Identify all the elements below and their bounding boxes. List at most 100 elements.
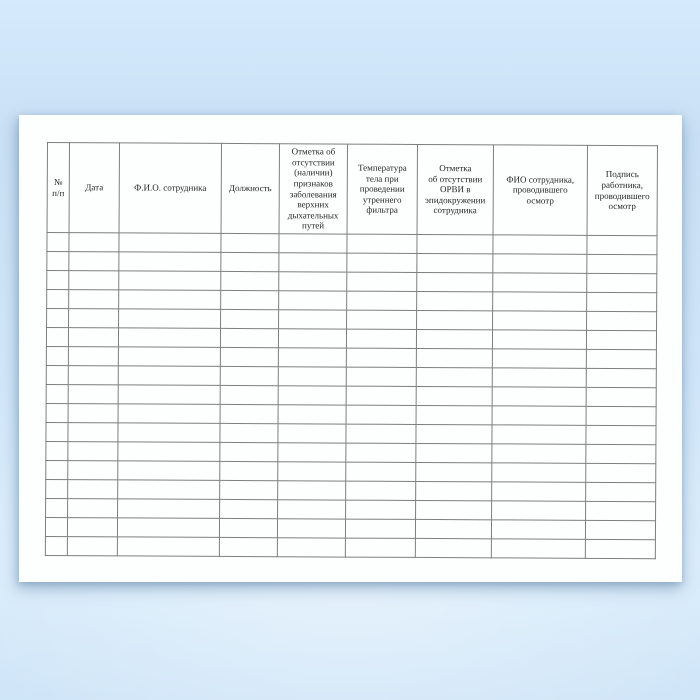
table-cell-empty (416, 329, 493, 349)
table-cell-empty (416, 310, 493, 330)
table-cell-empty (491, 424, 587, 445)
table-cell-empty (346, 367, 417, 387)
table-cell-empty (492, 329, 587, 350)
table-cell-empty (277, 461, 346, 482)
table-cell-empty (68, 251, 119, 271)
table-cell-empty (46, 327, 69, 347)
table-cell-empty (415, 424, 493, 444)
table-cell-empty (68, 327, 119, 347)
table-cell-empty (278, 347, 347, 368)
table-cell-empty (416, 291, 493, 311)
table-cell-empty (585, 539, 656, 559)
table-cell-empty (278, 328, 347, 349)
table-cell-empty (586, 235, 658, 255)
table-cell-empty (219, 423, 279, 443)
table-cell-empty (416, 234, 494, 254)
table-cell-empty (345, 519, 416, 539)
table-cell-empty (492, 367, 587, 388)
table-cell-empty (219, 480, 278, 500)
table-cell-empty (117, 460, 220, 481)
table-cell-empty (415, 538, 492, 558)
table-cell-empty (118, 289, 221, 310)
table-cell-empty (345, 462, 416, 482)
table-cell-empty (278, 309, 347, 330)
table-cell-empty (491, 519, 586, 540)
table-cell-empty (585, 482, 656, 502)
table-cell-empty (68, 403, 119, 423)
table-cell-empty (492, 291, 587, 312)
table-cell-empty (491, 500, 586, 521)
table-cell-empty (345, 481, 416, 501)
table-cell-empty (492, 348, 587, 369)
table-cell-empty (67, 517, 118, 537)
table-cell-empty (117, 479, 220, 500)
scanned-table-area: № п/п Дата Ф.И.О. сотрудника Должность Отмет… (45, 142, 658, 559)
table-cell-empty (219, 518, 278, 538)
table-header-row: № п/п Дата Ф.И.О. сотрудника Должность Отмет… (47, 142, 658, 236)
table-cell-empty (220, 271, 279, 291)
table-cell-empty (45, 422, 69, 442)
table-cell-empty (46, 232, 70, 252)
table-cell-empty (416, 386, 493, 406)
table-cell-empty (46, 289, 69, 309)
table-body (45, 232, 658, 559)
table-cell-empty (46, 308, 69, 328)
table-cell-empty (585, 463, 656, 483)
table-cell-empty (346, 329, 417, 349)
table-cell-empty (45, 498, 68, 518)
column-header-respiratory-signs-mark: Отметка об отсутствии (наличии) признако… (279, 143, 348, 235)
table-cell-empty (346, 253, 417, 273)
table-cell-empty (491, 462, 586, 483)
column-header-position: Должность (221, 143, 280, 234)
table-cell-empty (278, 404, 347, 425)
table-cell-empty (45, 536, 68, 556)
table-cell-empty (345, 424, 417, 444)
table-cell-empty (118, 403, 221, 424)
table-cell-empty (67, 441, 118, 461)
table-cell-empty (415, 500, 492, 520)
table-cell-empty (346, 310, 417, 330)
table-cell-empty (117, 441, 220, 462)
table-cell-empty (46, 384, 69, 404)
table-cell-empty (278, 366, 347, 387)
table-cell-empty (277, 442, 346, 463)
table-cell-empty (118, 251, 221, 272)
table-cell-empty (46, 270, 69, 290)
table-cell-empty (67, 422, 119, 442)
table-cell-empty (415, 481, 492, 501)
table-cell-empty (46, 365, 69, 385)
column-header-orvi-mark: Отметка об отсутствии ОРВИ в эпидокружен… (417, 144, 494, 235)
table-cell-empty (491, 481, 586, 502)
table-cell-empty (586, 311, 657, 331)
table-cell-empty (346, 386, 417, 406)
table-cell-empty (586, 273, 657, 293)
column-header-examiner-name: ФИО сотрудника, проводившего осмотр (493, 144, 588, 236)
column-header-temperature: Температура тела при проведении утреннег… (347, 144, 418, 235)
table-cell-empty (219, 461, 278, 481)
table-cell-empty (415, 443, 492, 463)
table-cell-empty (492, 253, 587, 274)
table-cell-empty (118, 384, 221, 405)
table-cell-empty (586, 292, 657, 312)
table-cell-empty (220, 252, 279, 272)
table-cell-empty (117, 422, 221, 443)
table-cell-empty (220, 233, 280, 253)
table-cell-empty (278, 290, 347, 311)
table-cell-empty (277, 537, 346, 558)
table-cell-empty (219, 537, 278, 557)
table-cell-empty (118, 232, 222, 253)
column-header-employee-name: Ф.И.О. сотрудника (119, 142, 222, 234)
table-cell-empty (346, 348, 417, 368)
table-cell-empty (67, 498, 118, 518)
table-cell-empty (117, 517, 220, 538)
table-cell-empty (416, 367, 493, 387)
table-cell-empty (67, 479, 118, 499)
table-cell-empty (68, 365, 119, 385)
table-cell-empty (346, 272, 417, 292)
table-cell-empty (491, 538, 586, 559)
table-cell-empty (220, 385, 279, 405)
table-cell-empty (220, 328, 279, 348)
table-cell-empty (492, 405, 587, 426)
table-cell-empty (45, 479, 68, 499)
